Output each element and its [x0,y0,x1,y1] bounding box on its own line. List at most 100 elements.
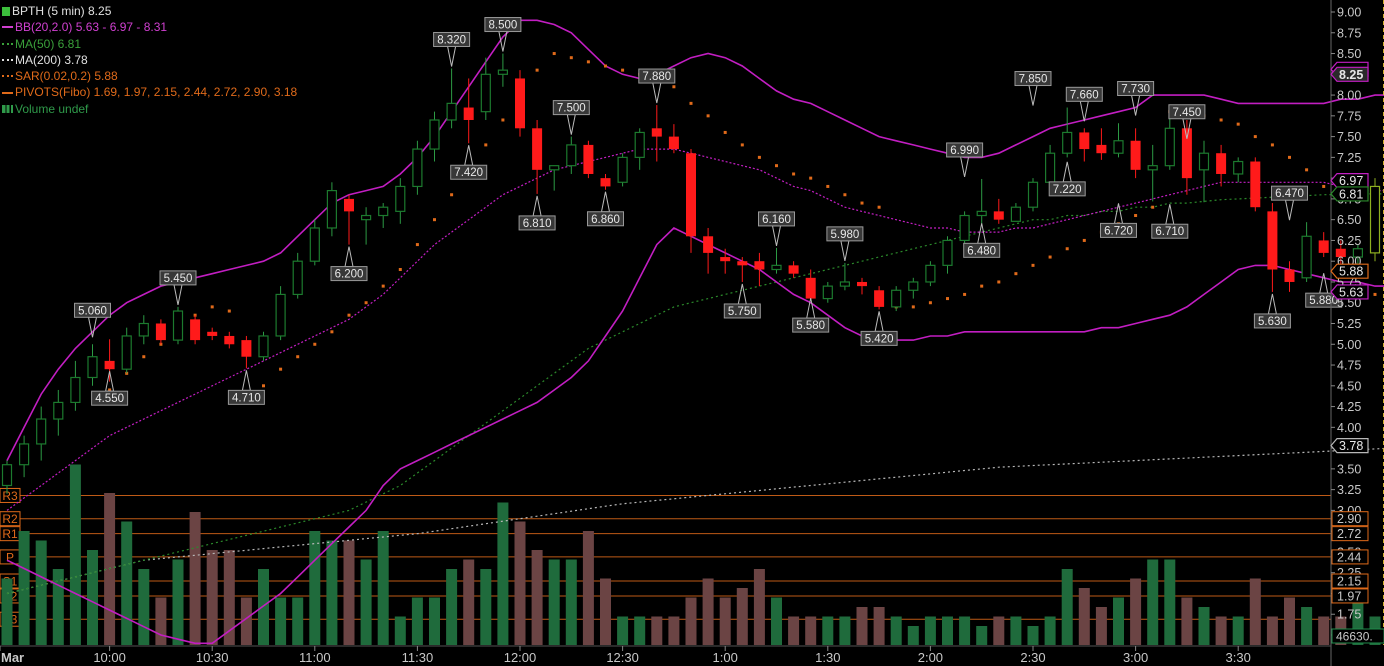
volume-bar [617,616,629,645]
volume-bar [463,559,475,645]
candle-body [839,281,851,287]
legend-ma50: MA(50) 6.81 [2,36,297,52]
volume-bar [411,597,423,645]
callout-label: 5.630 [1258,316,1287,328]
candle-body [874,290,885,307]
callout-label: 8.500 [489,20,518,32]
tick-label: 6.50 [1337,213,1361,227]
sar-dot [946,297,949,301]
pivot-tag-label: R3 [2,489,18,503]
sar-dot [501,118,505,122]
volume-bar [172,559,184,645]
volume-bar [480,569,492,645]
volume-bar [429,597,440,645]
candle-body [942,239,953,266]
sar-dot [364,301,368,305]
volume-bar [1284,597,1295,645]
sar-dot [262,384,265,388]
volume-bar [1078,588,1090,645]
sar-dot [296,355,300,359]
volume-bar [822,616,834,645]
time-axis: Mar 10:00 10:30 11:00 11:30 12:00 12:30 1:00 1:3… [0,645,1331,665]
sar-dot [210,305,214,309]
candle-body [600,178,611,187]
callout-label: 5.060 [78,305,107,317]
axis-value-marker [1330,263,1369,279]
tick-label: 3.25 [1337,483,1361,497]
callout-box [1100,222,1137,238]
volume-bar [360,559,372,645]
candle-body [1301,235,1312,279]
candle-body [138,322,149,337]
volume-icon [2,104,13,113]
pivot-tag-label: R1 [2,527,18,541]
candle-body [53,401,64,420]
candle-body [549,165,560,171]
volume-bar [497,502,509,645]
volume-bar [275,597,287,645]
tick-label: 7.25 [1337,151,1361,165]
ma200-line [6,447,1384,595]
candle-body [463,107,474,120]
dotted-swatch [2,59,13,62]
candle-body [720,257,731,262]
sar-dot [1288,155,1291,159]
callout-label: 7.500 [557,103,586,115]
bollinger-lower-line [6,227,1384,645]
volume-bar [771,597,782,645]
sar-dot [689,101,693,105]
callout-box [1014,71,1052,87]
candle-body [1233,160,1244,175]
candle-body [172,310,184,341]
sar-dot [108,388,112,392]
callout-label: 6.200 [335,269,364,281]
candle-body [822,285,833,300]
volume-bar [565,559,577,645]
candle-body [309,227,320,262]
candle-body [446,102,457,121]
candle-body [1216,153,1227,174]
volume-bar [514,521,526,645]
volume-bar [258,569,269,645]
candle-body [344,198,354,212]
volume-bar [1266,616,1278,645]
volume-bar [1318,616,1330,645]
candle-body [1250,161,1261,208]
callout-label: 8.320 [437,34,466,46]
legend-text: MA(200) 3.78 [15,52,88,67]
sar-dot [997,280,1001,284]
time-tick-label: 12:30 [606,650,639,665]
candle-body [1147,165,1158,171]
volume-bar [189,512,201,645]
sar-dot [484,143,488,147]
sar-dot [604,64,607,68]
dot-swatch [2,75,13,78]
sar-dot [672,85,676,89]
candle-body [908,281,919,291]
sar-dot [1014,272,1018,276]
callout-box [91,390,129,406]
candle-body [1,464,13,487]
candle-body [617,156,628,183]
volume-bar [1164,559,1176,645]
axis-value-marker [1330,186,1369,202]
sar-dot [1065,247,1069,251]
candle-body [891,289,902,308]
candle-body [480,73,491,113]
candle-body [429,119,440,150]
volume-bar [69,464,81,645]
sar-dot [450,193,454,197]
candle-body [1096,144,1107,154]
callout-box [946,142,984,158]
axis-value-marker [1330,438,1369,454]
candle-body [1181,128,1192,179]
axis-value-label: 6.97 [1339,174,1363,188]
candle-body [1198,152,1210,171]
callout-box [1253,313,1291,329]
volume-bar [1147,559,1159,645]
pivot-axis-marker [1331,588,1369,604]
callout-box [1271,185,1308,201]
volume-axis-marker [1331,628,1384,644]
pivot-axis-marker [1331,511,1369,527]
